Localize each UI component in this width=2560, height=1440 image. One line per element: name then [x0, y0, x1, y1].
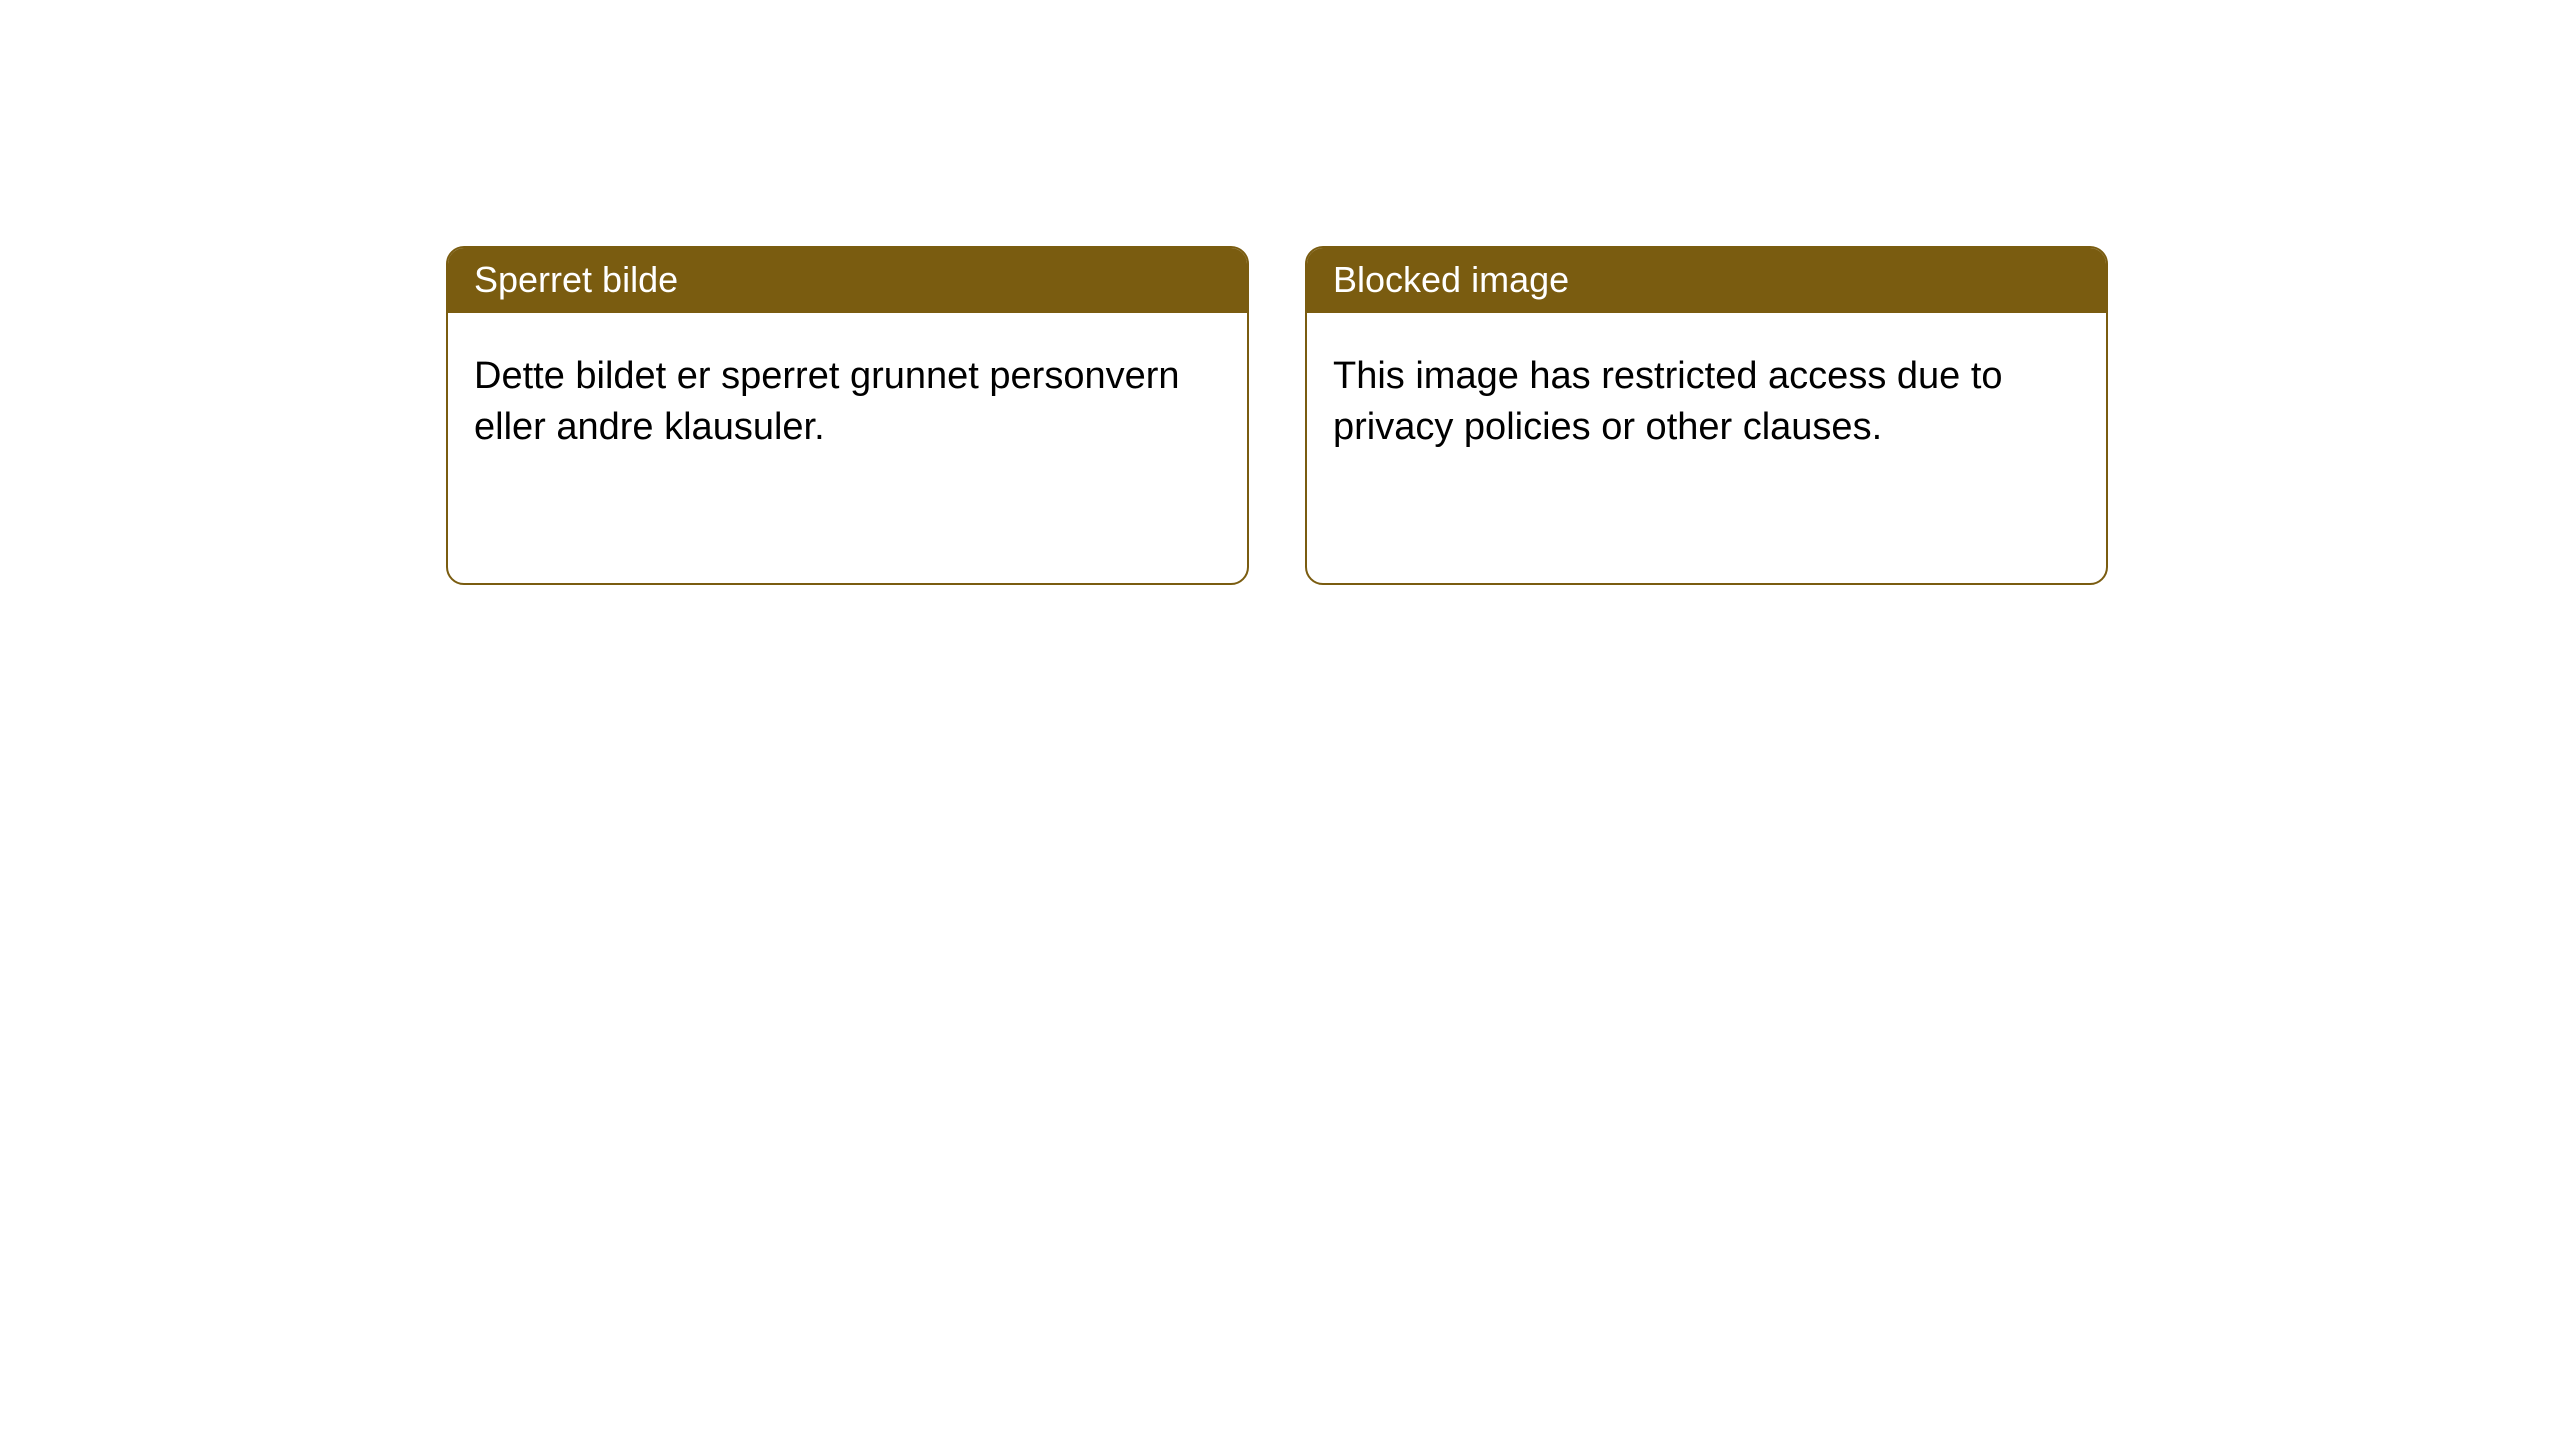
notice-card-english: Blocked image This image has restricted … — [1305, 246, 2108, 585]
notice-body-text: Dette bildet er sperret grunnet personve… — [448, 313, 1247, 583]
notice-title: Sperret bilde — [448, 248, 1247, 313]
notice-container: Sperret bilde Dette bildet er sperret gr… — [0, 0, 2560, 585]
notice-title: Blocked image — [1307, 248, 2106, 313]
notice-card-norwegian: Sperret bilde Dette bildet er sperret gr… — [446, 246, 1249, 585]
notice-body-text: This image has restricted access due to … — [1307, 313, 2106, 583]
